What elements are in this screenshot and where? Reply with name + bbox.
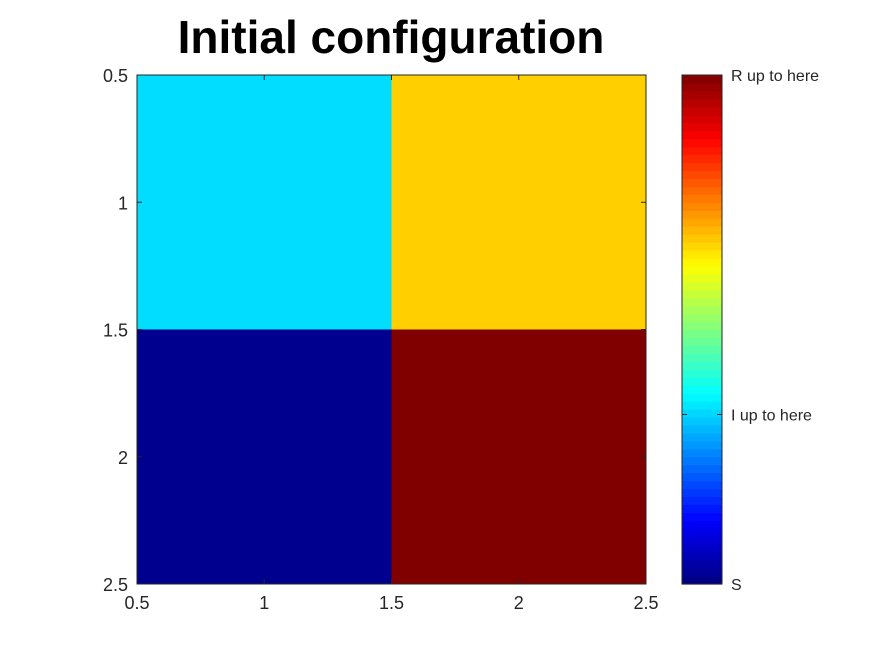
colorbar-segment xyxy=(682,242,722,251)
colorbar-segment xyxy=(682,552,722,561)
colorbar-segment xyxy=(682,416,722,426)
colorbar-segment xyxy=(682,202,722,211)
colorbar-segment xyxy=(682,329,722,339)
colorbar-segment xyxy=(682,130,722,140)
colorbar-tick-label: R up to here xyxy=(731,68,819,85)
colorbar-segment xyxy=(682,576,722,585)
colorbar-segment xyxy=(682,544,722,553)
colorbar-segment xyxy=(682,234,722,243)
colorbar-segment xyxy=(682,75,722,84)
colorbar: S I up to here R up to here xyxy=(681,68,819,594)
heatmap-cell-2-2 xyxy=(391,329,646,584)
colorbar-segment xyxy=(682,194,722,203)
axis-ticks: 0.5 1 1.5 2 2.50.511.522.5 xyxy=(103,66,659,613)
colorbar-segment xyxy=(682,512,722,521)
colorbar-segment xyxy=(682,114,722,124)
x-tick-label: 0.5 xyxy=(124,593,149,613)
colorbar-segment xyxy=(682,536,722,545)
colorbar-segment xyxy=(682,90,722,100)
colorbar-segment xyxy=(682,218,722,227)
colorbar-segment xyxy=(682,305,722,315)
colorbar-segment xyxy=(682,448,722,458)
chart-title: Initial configuration xyxy=(177,11,605,63)
colorbar-segment xyxy=(682,265,722,275)
colorbar-segment xyxy=(682,432,722,442)
colorbar-segment xyxy=(682,504,722,514)
y-tick-label: 1 xyxy=(118,193,128,213)
heatmap-cells xyxy=(137,75,646,584)
colorbar-segment xyxy=(682,528,722,537)
colorbar-segment xyxy=(682,464,722,474)
colorbar-segment xyxy=(682,568,722,577)
heatmap-cell-1-2 xyxy=(137,329,392,584)
colorbar-segment xyxy=(682,385,722,394)
colorbar-segment xyxy=(682,162,722,172)
heatmap-cell-1-1 xyxy=(137,75,392,330)
colorbar-segment xyxy=(682,369,722,378)
colorbar-segment xyxy=(682,249,722,259)
colorbar-tick-label: I up to here xyxy=(731,408,812,425)
colorbar-segment xyxy=(682,106,722,116)
colorbar-segment xyxy=(682,409,722,418)
colorbar-segment xyxy=(682,472,722,482)
colorbar-segment xyxy=(682,345,722,354)
colorbar-segment xyxy=(682,401,722,410)
colorbar-segment xyxy=(682,289,722,299)
x-tick-label: 2 xyxy=(514,593,524,613)
colorbar-segment xyxy=(682,154,722,164)
colorbar-segment xyxy=(682,138,722,148)
colorbar-segment xyxy=(682,361,722,370)
colorbar-segment xyxy=(682,456,722,466)
heatmap-cell-2-1 xyxy=(391,75,646,330)
colorbar-segment xyxy=(682,210,722,219)
colorbar-segment xyxy=(682,480,722,490)
colorbar-segment xyxy=(682,98,722,108)
colorbar-segment xyxy=(682,170,722,179)
colorbar-segment xyxy=(682,297,722,307)
colorbar-segment xyxy=(682,122,722,132)
colorbar-segment xyxy=(682,496,722,506)
colorbar-tick-label: S xyxy=(731,577,742,594)
x-tick-label: 1 xyxy=(259,593,269,613)
colorbar-segment xyxy=(682,440,722,450)
y-tick-label: 2.5 xyxy=(103,575,128,595)
colorbar-segment xyxy=(682,520,722,529)
colorbar-segment xyxy=(682,257,722,267)
colorbar-segment xyxy=(682,393,722,402)
colorbar-segment xyxy=(682,186,722,195)
colorbar-segment xyxy=(682,337,722,347)
colorbar-segment xyxy=(682,226,722,235)
colorbar-segment xyxy=(682,377,722,386)
colorbar-segment xyxy=(682,424,722,434)
colorbar-segment xyxy=(682,273,722,283)
colorbar-segment xyxy=(682,178,722,187)
colorbar-segment xyxy=(682,488,722,498)
colorbar-segment xyxy=(682,321,722,331)
colorbar-segment xyxy=(682,313,722,323)
x-tick-label: 2.5 xyxy=(633,593,658,613)
colorbar-segment xyxy=(682,82,722,92)
colorbar-segment xyxy=(682,281,722,291)
y-tick-label: 1.5 xyxy=(103,321,128,341)
colorbar-segment xyxy=(682,560,722,569)
y-tick-label: 2 xyxy=(118,448,128,468)
colorbar-frame xyxy=(681,74,723,585)
y-tick-label: 0.5 xyxy=(103,66,128,86)
colorbar-segment xyxy=(682,146,722,156)
x-tick-label: 1.5 xyxy=(379,593,404,613)
colorbar-segment xyxy=(682,353,722,362)
